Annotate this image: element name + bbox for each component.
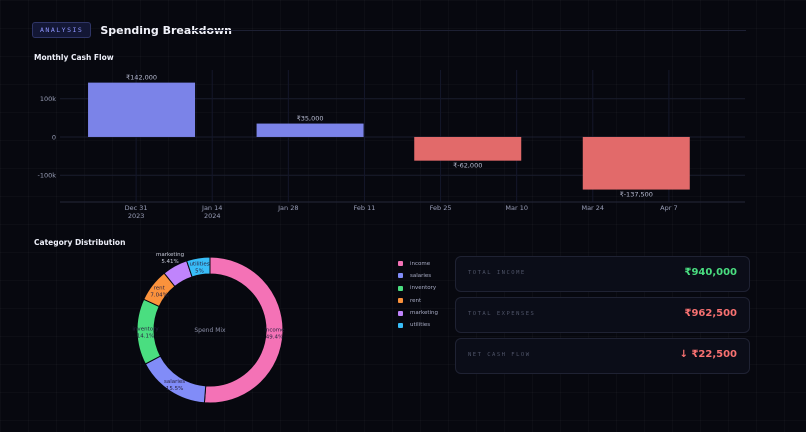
page-title: Spending Breakdown [100, 23, 233, 37]
y-tick-label: -100k [37, 172, 56, 180]
legend-item-income[interactable]: income [398, 259, 438, 268]
summary-card-label: TOTAL EXPENSES [468, 311, 536, 317]
legend-label: salaries [410, 272, 432, 279]
cashflow-title: Monthly Cash Flow [34, 53, 114, 62]
summary-card: NET CASH FLOW ↓ ₹22,500 [455, 338, 750, 374]
cashflow-chart: ₹142,000 ₹35,000 ₹-62,000 ₹-137,500 100k 0 -1… [37, 70, 745, 220]
header-divider [190, 30, 746, 31]
x-tick-label: Dec 31 [125, 204, 148, 212]
legend-swatch [398, 273, 403, 279]
legend-label: utilities [410, 322, 431, 329]
category-donut-chart: income 49.4% salaries 15.5% inventory 14.1% re… [132, 252, 285, 404]
legend-label: income [410, 260, 431, 267]
slice-label: rent 7.04% [150, 285, 167, 298]
category-title: Category Distribution [34, 238, 126, 247]
x-tick-label: Jan 14 [201, 204, 222, 212]
x-tick-label: Jan 28 [277, 204, 298, 212]
slice-label: salaries 15.5% [164, 379, 185, 392]
x-tick-label: Apr 7 [660, 204, 677, 212]
y-tick-label: 0 [52, 133, 56, 141]
x-tick-label: Feb 11 [354, 204, 376, 212]
y-tick-label: 100k [40, 95, 56, 103]
x-tick-label: Feb 25 [430, 204, 452, 212]
summary-card-label: TOTAL INCOME [468, 270, 526, 276]
cashflow-bar [582, 136, 690, 190]
category-legend: income salaries inventory rent marketing util… [398, 259, 438, 333]
slice-label: income 49.4% [264, 327, 285, 340]
legend-item-marketing[interactable]: marketing [398, 309, 438, 318]
donut-slice-utilities [186, 256, 211, 278]
slice-label: marketing 5.41% [156, 252, 184, 265]
bar-value-label: ₹35,000 [297, 115, 324, 123]
bar-value-label: ₹-62,000 [453, 162, 482, 170]
cashflow-bar [88, 82, 196, 137]
section-badge: ANALYSIS [32, 22, 92, 38]
legend-item-rent[interactable]: rent [398, 296, 438, 305]
summary-card-value: ↓ ₹22,500 [679, 349, 737, 360]
x-tick-year-label: 2023 [128, 212, 145, 220]
legend-swatch [398, 322, 403, 328]
bar-value-label: ₹142,000 [126, 74, 157, 82]
legend-item-inventory[interactable]: inventory [398, 284, 438, 293]
legend-swatch [398, 285, 403, 291]
summary-card: TOTAL EXPENSES ₹962,500 [455, 297, 750, 333]
legend-label: inventory [410, 285, 437, 292]
summary-card-label: NET CASH FLOW [468, 352, 531, 358]
legend-swatch [398, 310, 403, 316]
summary-card-value: ₹940,000 [684, 267, 737, 278]
x-tick-label: Mar 10 [505, 204, 528, 212]
cashflow-bar [256, 123, 364, 137]
legend-label: rent [410, 297, 422, 304]
donut-center-label: Spend Mix [194, 327, 226, 334]
legend-swatch [398, 298, 403, 304]
slice-label: inventory 14.1% [132, 327, 159, 340]
bar-value-label: ₹-137,500 [620, 191, 653, 199]
x-tick-year-label: 2024 [204, 212, 221, 220]
legend-swatch [398, 261, 403, 266]
x-tick-label: Mar 24 [581, 204, 604, 212]
summary-card-value: ₹962,500 [684, 308, 737, 319]
legend-item-utilities[interactable]: utilities [398, 321, 438, 330]
legend-item-salaries[interactable]: salaries [398, 271, 438, 280]
legend-label: marketing [410, 310, 439, 317]
slice-label: utilities 5% [189, 261, 209, 274]
summary-card: TOTAL INCOME ₹940,000 [455, 256, 750, 292]
cashflow-bar [414, 136, 522, 161]
